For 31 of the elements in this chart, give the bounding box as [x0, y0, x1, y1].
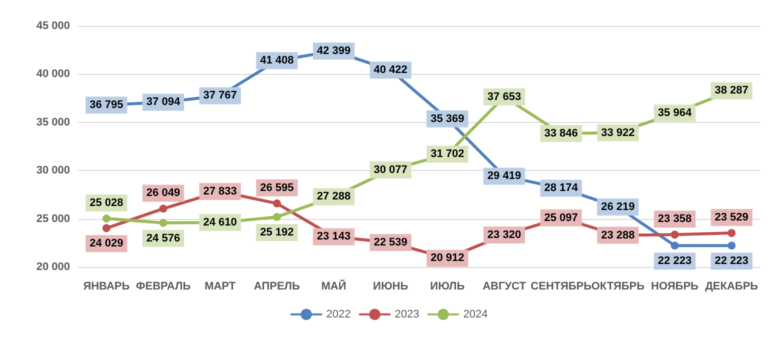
- x-tick-label: ОКТЯБРЬ: [591, 280, 645, 292]
- data-label: 26 595: [260, 182, 294, 194]
- x-tick-label: ИЮНЬ: [373, 280, 408, 292]
- y-tick-label: 35 000: [36, 116, 70, 128]
- y-tick-label: 25 000: [36, 212, 70, 225]
- legend-label: 2022: [326, 308, 351, 320]
- data-label: 24 029: [90, 238, 124, 250]
- y-tick-label: 40 000: [36, 68, 70, 80]
- x-tick-label: МАЙ: [321, 280, 346, 292]
- data-label: 23 358: [658, 213, 692, 226]
- x-tick-label: ЯНВАРЬ: [83, 280, 130, 292]
- x-tick-label: МАРТ: [204, 280, 236, 292]
- x-tick-label: СЕНТЯБРЬ: [530, 280, 592, 292]
- legend-label: 2023: [394, 308, 420, 320]
- data-label: 22 223: [714, 255, 748, 268]
- data-label: 23 529: [714, 211, 748, 224]
- x-tick-label: НОЯБРЬ: [651, 280, 699, 292]
- x-tick-label: АВГУСТ: [482, 280, 526, 292]
- legend-label: 2024: [463, 308, 488, 320]
- data-label: 26 049: [146, 187, 180, 200]
- x-tick-label: ДЕКАБРЬ: [705, 280, 758, 292]
- data-label: 25 192: [260, 226, 294, 238]
- data-label: 25 028: [90, 197, 124, 210]
- x-tick-label: ИЮЛЬ: [430, 280, 465, 292]
- y-tick-label: 30 000: [36, 164, 70, 177]
- data-label: 22 223: [658, 255, 692, 268]
- y-tick-label: 20 000: [36, 261, 70, 273]
- y-tick-label: 45 000: [36, 20, 70, 32]
- x-tick-label: ФЕВРАЛЬ: [136, 280, 191, 292]
- data-label: 24 576: [146, 232, 180, 244]
- x-tick-label: АПРЕЛЬ: [254, 280, 300, 292]
